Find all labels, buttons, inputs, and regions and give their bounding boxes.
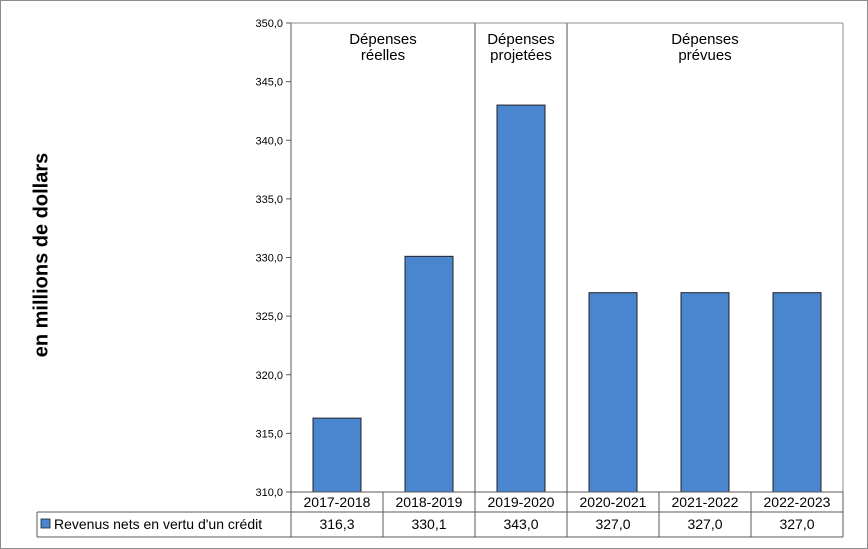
group-header-label: prévues: [678, 47, 731, 64]
x-tick-label: 2019-2020: [488, 494, 555, 510]
bar: [312, 417, 362, 493]
data-label: 327,0: [779, 516, 814, 532]
data-label: 316,3: [319, 516, 354, 532]
group-header-label: Dépenses: [487, 31, 555, 48]
data-table: 2017-2018 316,3 2018-2019 330,1 2019-2020 343…: [36, 492, 844, 538]
data-label: 330,1: [411, 516, 446, 532]
x-tick-label: 2020-2021: [580, 494, 647, 510]
group-headers: DépensesréellesDépensesprojetéesDépenses…: [349, 31, 739, 64]
y-tick-label: 335,0: [255, 194, 283, 206]
data-label: 327,0: [687, 516, 722, 532]
bar: [404, 255, 454, 493]
y-tick-label: 325,0: [255, 311, 283, 323]
y-tick-label: 310,0: [255, 487, 283, 499]
bar: [680, 292, 730, 493]
y-tick-label: 345,0: [255, 77, 283, 89]
legend-swatch: [40, 518, 51, 529]
group-header-label: réelles: [361, 47, 405, 64]
data-label: 343,0: [503, 516, 538, 532]
group-separators: [474, 23, 568, 492]
group-header-label: Dépenses: [349, 31, 417, 48]
y-tick-label: 315,0: [255, 428, 283, 440]
group-header-label: Dépenses: [671, 31, 739, 48]
y-tick-label: 320,0: [255, 370, 283, 382]
x-tick-label: 2022-2023: [764, 494, 831, 510]
y-axis: 310,0 315,0 320,0 325,0 330,0 335,0 340,0 345,0…: [255, 18, 844, 537]
x-tick-label: 2021-2022: [672, 494, 739, 510]
data-label: 327,0: [595, 516, 630, 532]
bar: [496, 104, 546, 493]
legend-label: Revenus nets en vertu d'un crédit: [54, 516, 262, 532]
y-tick-label: 340,0: [255, 135, 283, 147]
y-tick-label: 350,0: [255, 18, 283, 30]
bar: [772, 292, 822, 493]
x-tick-label: 2018-2019: [396, 494, 463, 510]
bar: [588, 292, 638, 493]
group-header-label: projetées: [490, 47, 552, 64]
y-tick-label: 330,0: [255, 253, 283, 265]
x-tick-label: 2017-2018: [304, 494, 371, 510]
